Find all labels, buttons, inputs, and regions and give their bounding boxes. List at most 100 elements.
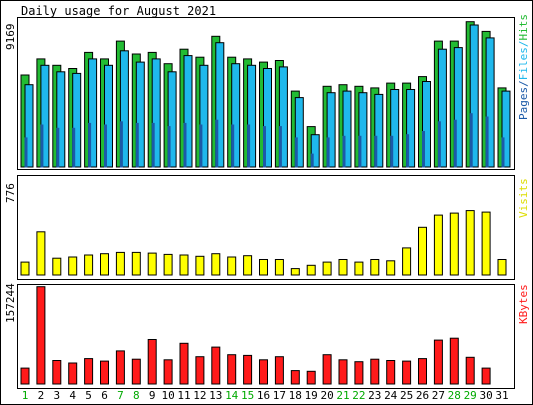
files-bar-day-18 xyxy=(294,97,304,168)
files-bar-day-26 xyxy=(422,81,431,168)
pages-bar-day-25 xyxy=(406,134,410,168)
kbytes-bar-day-14 xyxy=(227,354,237,385)
day-label-1: 1 xyxy=(22,389,29,402)
legend-hits: Hits xyxy=(517,14,530,41)
visits-bar-day-3 xyxy=(52,257,62,276)
kbytes-bar-day-27 xyxy=(433,339,443,385)
day-label-8: 8 xyxy=(133,389,140,402)
pages-bar-day-28 xyxy=(453,119,457,168)
files-bar-day-2 xyxy=(40,64,50,168)
pages-bar-day-22 xyxy=(358,135,362,168)
files-bar-day-10 xyxy=(167,71,177,168)
pages-bar-day-14 xyxy=(231,124,235,168)
day-label-24: 24 xyxy=(384,389,398,402)
files-bar-day-23 xyxy=(374,93,384,168)
kbytes-bar-day-12 xyxy=(195,356,205,385)
pages-bar-day-6 xyxy=(104,124,107,168)
files-bar-day-13 xyxy=(215,42,225,168)
kbytes-bar-day-8 xyxy=(131,358,141,385)
kbytes-legend: KBytes xyxy=(517,284,530,324)
day-label-6: 6 xyxy=(101,389,108,402)
visits-max-label: 776 xyxy=(4,183,17,203)
legend-sep-2: / xyxy=(517,41,530,48)
visits-bar-day-4 xyxy=(68,256,78,276)
day-label-14: 14 xyxy=(225,389,239,402)
files-bar-day-6 xyxy=(104,64,113,168)
day-label-19: 19 xyxy=(305,389,318,402)
pages-bar-day-27 xyxy=(437,121,441,168)
kbytes-bar-day-18 xyxy=(290,370,300,385)
pages-bar-day-1 xyxy=(24,137,28,168)
files-bar-day-29 xyxy=(469,24,479,168)
pages-bar-day-9 xyxy=(151,122,155,168)
day-label-17: 17 xyxy=(273,389,286,402)
kbytes-bar-day-28 xyxy=(449,337,459,385)
visits-bar-day-22 xyxy=(354,261,364,276)
kbytes-bar-day-16 xyxy=(259,359,268,385)
chart-title: Daily usage for August 2021 xyxy=(21,4,216,18)
day-label-23: 23 xyxy=(368,389,381,402)
pages-bar-day-21 xyxy=(342,135,346,168)
visits-bar-day-21 xyxy=(338,259,348,276)
visits-bar-day-20 xyxy=(322,261,332,276)
visits-bar-day-17 xyxy=(274,259,284,276)
day-label-7: 7 xyxy=(117,389,124,402)
legend-pages: Pages xyxy=(517,87,530,120)
pages-bar-day-29 xyxy=(469,113,473,168)
kbytes-bar-day-15 xyxy=(243,354,253,385)
kbytes-bar-day-2 xyxy=(36,286,46,385)
pages-bar-day-3 xyxy=(56,127,60,168)
day-label-3: 3 xyxy=(53,389,60,402)
kbytes-bar-day-20 xyxy=(322,354,332,385)
visits-bar-day-28 xyxy=(449,212,459,276)
kbytes-bar-day-24 xyxy=(386,360,396,385)
hits-max-label: 9169 xyxy=(4,24,17,51)
day-label-12: 12 xyxy=(193,389,206,402)
pages-bar-day-30 xyxy=(485,116,489,168)
kbytes-bar-day-23 xyxy=(370,358,380,385)
files-bar-day-22 xyxy=(358,92,368,168)
visits-legend: Visits xyxy=(517,178,530,218)
visits-bar-day-23 xyxy=(370,259,380,276)
day-label-11: 11 xyxy=(177,389,190,402)
day-label-22: 22 xyxy=(352,389,365,402)
visits-bar-day-14 xyxy=(227,256,237,276)
pages-bar-day-16 xyxy=(263,126,266,168)
visits-bar-day-26 xyxy=(418,226,427,276)
kbytes-bar-day-26 xyxy=(418,358,427,385)
pages-bar-day-4 xyxy=(72,127,76,168)
visits-bar-day-15 xyxy=(243,255,253,276)
files-bar-day-4 xyxy=(72,72,82,168)
pages-bar-day-5 xyxy=(88,122,92,168)
day-label-31: 31 xyxy=(495,389,508,402)
pages-bar-day-13 xyxy=(215,119,219,168)
pages-bar-day-20 xyxy=(326,137,330,168)
chart-marks xyxy=(20,21,511,385)
visits-bar-day-5 xyxy=(84,254,94,276)
legend-files: Files xyxy=(517,47,530,80)
day-label-15: 15 xyxy=(241,389,254,402)
files-bar-day-24 xyxy=(390,89,400,168)
pages-bar-day-17 xyxy=(278,126,282,168)
files-bar-day-14 xyxy=(231,63,241,168)
files-bar-day-7 xyxy=(119,50,129,168)
pages-bar-day-11 xyxy=(183,122,187,168)
files-bar-day-27 xyxy=(437,48,447,168)
pages-bar-day-15 xyxy=(247,124,251,168)
day-label-4: 4 xyxy=(69,389,76,402)
day-label-16: 16 xyxy=(257,389,270,402)
kbytes-bar-day-7 xyxy=(115,350,125,385)
day-label-13: 13 xyxy=(209,389,222,402)
x-axis-day-labels: 1 2 3 4 5 6 7 8 9 10 11 12 13 14 15 16 17 18 19 20 21 22 23 24 2… xyxy=(22,389,509,402)
day-label-9: 9 xyxy=(149,389,156,402)
visits-bar-day-2 xyxy=(36,231,46,276)
pages-bar-day-23 xyxy=(374,135,378,168)
pages-bar-day-12 xyxy=(199,124,203,168)
files-bar-day-1 xyxy=(24,84,34,168)
files-bar-day-15 xyxy=(247,64,257,168)
visits-bar-day-19 xyxy=(306,264,316,276)
files-bar-day-31 xyxy=(501,90,511,168)
pages-bar-day-24 xyxy=(390,135,394,168)
pages-bar-day-19 xyxy=(310,153,314,168)
